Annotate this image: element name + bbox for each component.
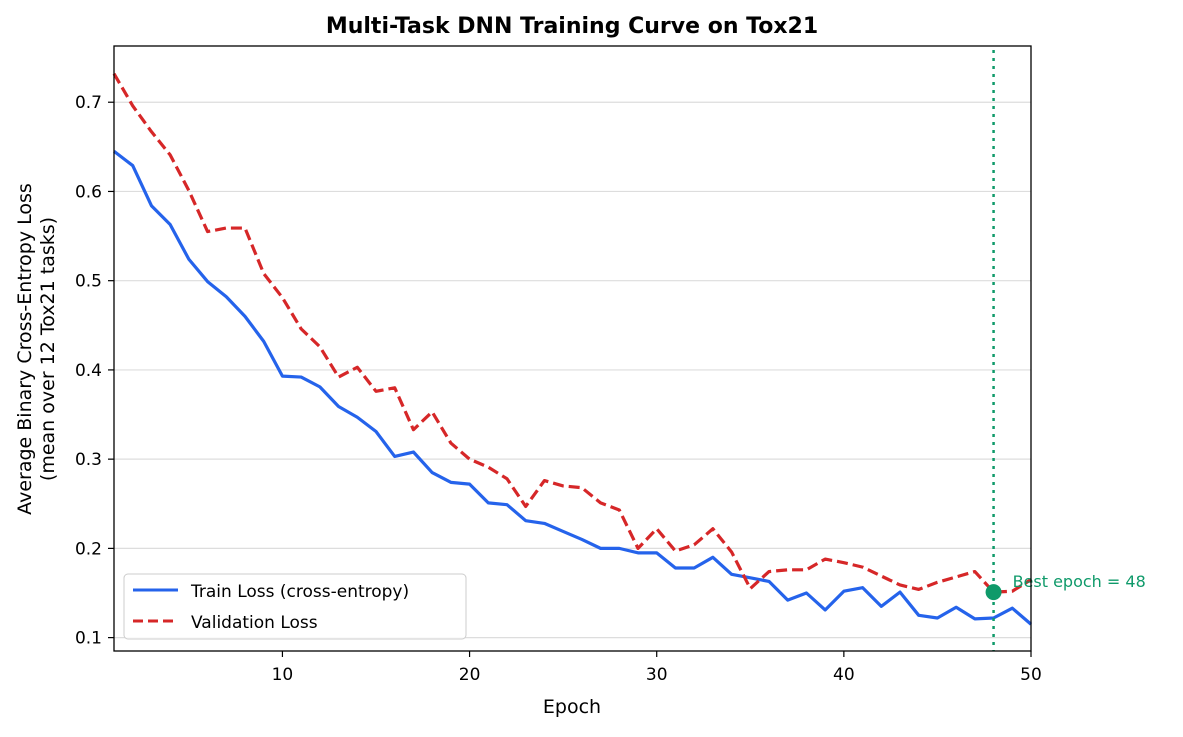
x-tick-label: 30 bbox=[646, 665, 668, 685]
y-tick-label: 0.2 bbox=[75, 539, 102, 559]
grid-lines bbox=[114, 101, 1031, 639]
chart-title: Multi-Task DNN Training Curve on Tox21 bbox=[326, 14, 818, 39]
x-tick-label: 20 bbox=[459, 665, 481, 685]
legend-label-train: Train Loss (cross-entropy) bbox=[190, 582, 409, 602]
train-loss-line bbox=[113, 150, 1033, 626]
series-layer bbox=[112, 72, 1033, 626]
y-tick-label: 0.1 bbox=[75, 629, 102, 649]
x-tick-label: 40 bbox=[833, 665, 855, 685]
y-tick-label: 0.3 bbox=[75, 450, 102, 470]
y-axis-sublabel: (mean over 12 Tox21 tasks) bbox=[37, 217, 59, 481]
y-tick-label: 0.6 bbox=[75, 182, 102, 202]
x-axis-label: Epoch bbox=[543, 696, 601, 718]
y-axis-label: Average Binary Cross-Entropy Loss bbox=[14, 183, 36, 515]
best-epoch-label: Best epoch = 48 bbox=[1013, 572, 1146, 591]
y-tick-label: 0.4 bbox=[75, 361, 102, 381]
plot-frame bbox=[113, 45, 1032, 652]
best-epoch-marker bbox=[985, 584, 1002, 601]
y-tick-label: 0.7 bbox=[75, 93, 102, 113]
best-epoch-layer: Best epoch = 48 bbox=[985, 50, 1146, 651]
y-tick-label: 0.5 bbox=[75, 272, 102, 292]
axes: 0.1 0.2 0.3 0.4 0.5 0.6 0.7 10 20 30 40 50 bbox=[75, 93, 1042, 685]
x-tick-label: 10 bbox=[272, 665, 294, 685]
legend-label-validation: Validation Loss bbox=[191, 613, 318, 633]
legend-box bbox=[123, 573, 467, 640]
legend: Train Loss (cross-entropy) Validation Lo… bbox=[123, 573, 467, 640]
x-tick-label: 50 bbox=[1020, 665, 1042, 685]
validation-loss-line bbox=[112, 72, 1032, 594]
